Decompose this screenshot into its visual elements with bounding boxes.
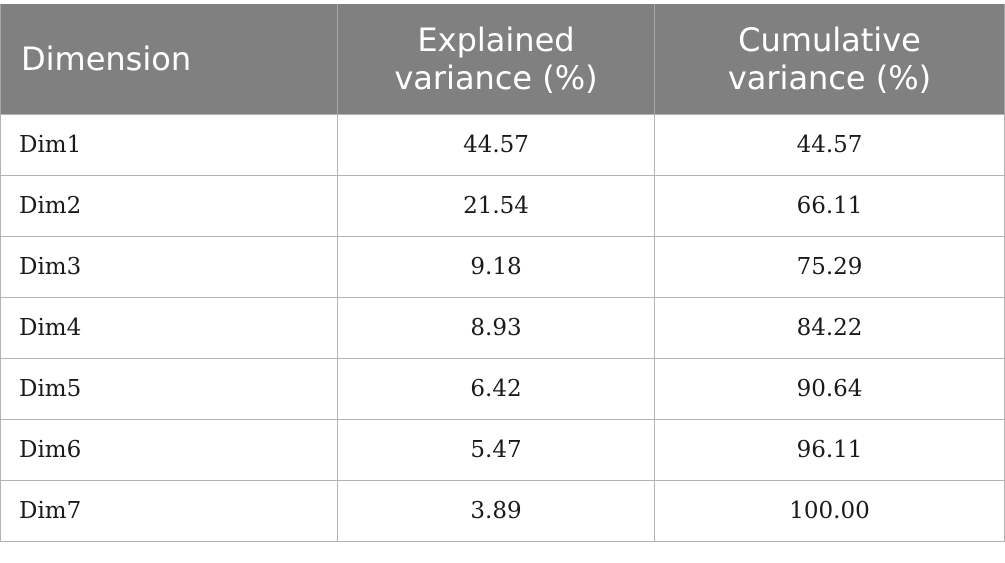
table-row: Dim7 3.89 100.00 <box>0 479 1005 542</box>
cell-dimension: Dim1 <box>0 113 338 176</box>
cell-explained-variance: 3.89 <box>337 479 655 542</box>
variance-table-container: Dimension Explained variance (%) Cumulat… <box>0 4 1005 542</box>
table-row: Dim6 5.47 96.11 <box>0 418 1005 481</box>
table-row: Dim1 44.57 44.57 <box>0 113 1005 176</box>
header-dimension-line-1: Dimension <box>21 39 192 78</box>
cell-explained-variance: 6.42 <box>337 357 655 420</box>
table-row: Dim4 8.93 84.22 <box>0 296 1005 359</box>
header-row: Dimension Explained variance (%) Cumulat… <box>0 4 1005 114</box>
cell-explained-variance: 8.93 <box>337 296 655 359</box>
cell-dimension: Dim5 <box>0 357 338 420</box>
cell-dimension: Dim3 <box>0 235 338 298</box>
cell-cumulative-variance: 66.11 <box>654 174 1005 237</box>
cell-dimension: Dim2 <box>0 174 338 237</box>
cell-explained-variance: 44.57 <box>337 113 655 176</box>
cell-cumulative-variance: 100.00 <box>654 479 1005 542</box>
header-cumulative-variance: Cumulative variance (%) <box>654 4 1005 114</box>
cell-cumulative-variance: 90.64 <box>654 357 1005 420</box>
header-explained-variance-line-1: Explained <box>417 20 575 59</box>
cell-cumulative-variance: 84.22 <box>654 296 1005 359</box>
header-explained-variance: Explained variance (%) <box>337 4 655 114</box>
cell-explained-variance: 9.18 <box>337 235 655 298</box>
cell-cumulative-variance: 44.57 <box>654 113 1005 176</box>
cell-cumulative-variance: 75.29 <box>654 235 1005 298</box>
table-row: Dim3 9.18 75.29 <box>0 235 1005 298</box>
table-row: Dim5 6.42 90.64 <box>0 357 1005 420</box>
header-cumulative-variance-line-2: variance (%) <box>727 58 932 97</box>
cell-cumulative-variance: 96.11 <box>654 418 1005 481</box>
cell-dimension: Dim4 <box>0 296 338 359</box>
variance-table: Dimension Explained variance (%) Cumulat… <box>0 4 1005 542</box>
header-cumulative-variance-line-1: Cumulative <box>738 20 921 59</box>
cell-explained-variance: 21.54 <box>337 174 655 237</box>
cell-dimension: Dim6 <box>0 418 338 481</box>
table-header: Dimension Explained variance (%) Cumulat… <box>0 4 1005 114</box>
header-explained-variance-line-2: variance (%) <box>394 58 598 97</box>
table-row: Dim2 21.54 66.11 <box>0 174 1005 237</box>
header-dimension: Dimension <box>0 4 338 114</box>
cell-explained-variance: 5.47 <box>337 418 655 481</box>
table-body: Dim1 44.57 44.57 Dim2 21.54 66.11 Dim3 9… <box>0 113 1005 542</box>
cell-dimension: Dim7 <box>0 479 338 542</box>
